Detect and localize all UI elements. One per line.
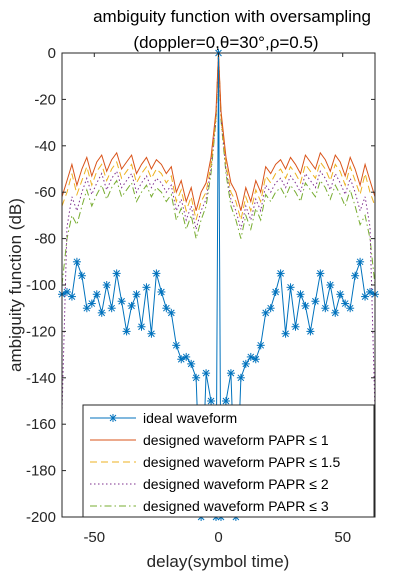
star-marker — [97, 308, 106, 317]
star-marker — [281, 329, 290, 338]
star-marker — [192, 373, 201, 382]
star-marker — [236, 373, 245, 382]
star-marker — [301, 301, 310, 310]
star-marker — [356, 257, 365, 266]
chart-subtitle: (doppler=0,θ=30°,ρ=0.5) — [133, 33, 318, 52]
star-marker — [351, 271, 360, 280]
star-marker — [256, 341, 265, 350]
star-marker — [291, 322, 300, 331]
star-marker — [207, 397, 216, 405]
star-marker — [326, 281, 335, 289]
legend-items: ideal waveform designed waveform PAPR ≤ 1… — [90, 410, 341, 514]
star-marker — [152, 269, 161, 278]
x-tick-label: -50 — [83, 529, 105, 546]
star-marker — [107, 304, 116, 313]
star-marker — [87, 299, 96, 308]
series-line-3 — [61, 52, 376, 413]
star-marker — [316, 269, 325, 278]
x-axis-title: delay(symbol time) — [147, 552, 290, 571]
star-marker — [172, 341, 181, 350]
star-marker — [147, 329, 156, 338]
star-marker — [117, 297, 126, 306]
legend: ideal waveform designed waveform PAPR ≤ 1… — [82, 404, 375, 518]
star-marker — [276, 269, 285, 278]
star-marker — [67, 292, 76, 301]
star-marker — [92, 290, 101, 299]
legend-box — [82, 404, 375, 518]
star-marker — [346, 304, 355, 313]
star-marker — [321, 304, 330, 313]
y-tick-label: -100 — [26, 277, 56, 294]
star-marker — [306, 327, 315, 336]
star-marker — [142, 283, 151, 292]
star-marker — [202, 369, 211, 378]
star-marker — [112, 269, 121, 278]
star-marker — [226, 369, 235, 378]
y-tick-label: -60 — [34, 184, 56, 201]
legend-star-icon — [109, 414, 117, 422]
y-tick-label: -80 — [34, 231, 56, 248]
star-marker — [271, 287, 280, 296]
x-tick-label: 50 — [334, 529, 351, 546]
star-marker — [187, 359, 196, 368]
legend-label: designed waveform PAPR ≤ 3 — [143, 498, 329, 514]
legend-label: ideal waveform — [143, 410, 237, 426]
star-marker — [137, 322, 146, 331]
legend-item: designed waveform PAPR ≤ 1.5 — [90, 454, 341, 470]
y-tick-label: -120 — [26, 323, 56, 340]
legend-item: ideal waveform — [90, 410, 237, 426]
star-marker — [77, 271, 86, 280]
x-tick-label: 0 — [214, 529, 222, 546]
legend-label: designed waveform PAPR ≤ 1.5 — [143, 454, 341, 470]
star-marker — [251, 355, 260, 364]
star-marker — [132, 290, 141, 299]
star-marker — [246, 352, 255, 361]
y-tick-label: -20 — [34, 91, 56, 108]
star-marker — [157, 287, 166, 296]
y-tick-label: -160 — [26, 416, 56, 433]
y-tick-label: -40 — [34, 138, 56, 155]
star-marker — [296, 290, 305, 299]
y-axis-title: ambiguity function (dB) — [6, 198, 25, 372]
star-marker — [62, 287, 71, 296]
ticks-layer: -50 0 50 0 -20 -40 -60 -80 -100 -120 -140 -160 -180 -… — [26, 45, 375, 546]
star-marker — [266, 304, 275, 313]
y-tick-label: 0 — [48, 45, 56, 62]
star-marker — [72, 257, 81, 266]
legend-item: designed waveform PAPR ≤ 1 — [90, 432, 329, 448]
legend-item: designed waveform PAPR ≤ 2 — [90, 476, 329, 492]
y-tick-label: -140 — [26, 370, 56, 387]
star-marker — [331, 308, 340, 317]
legend-label: designed waveform PAPR ≤ 2 — [143, 476, 329, 492]
star-marker — [286, 283, 295, 292]
y-tick-label: -180 — [26, 463, 56, 480]
star-marker — [182, 352, 191, 361]
legend-label: designed waveform PAPR ≤ 1 — [143, 432, 329, 448]
star-marker — [102, 281, 111, 289]
star-marker — [336, 290, 345, 299]
legend-item: designed waveform PAPR ≤ 3 — [90, 498, 329, 514]
star-marker — [122, 327, 131, 336]
chart-title: ambiguity function with oversampling — [93, 7, 371, 26]
star-marker — [311, 297, 320, 306]
star-marker — [127, 301, 136, 310]
y-tick-label: -200 — [26, 509, 56, 526]
star-marker — [241, 359, 250, 368]
star-marker — [167, 308, 176, 317]
star-marker — [221, 397, 230, 405]
